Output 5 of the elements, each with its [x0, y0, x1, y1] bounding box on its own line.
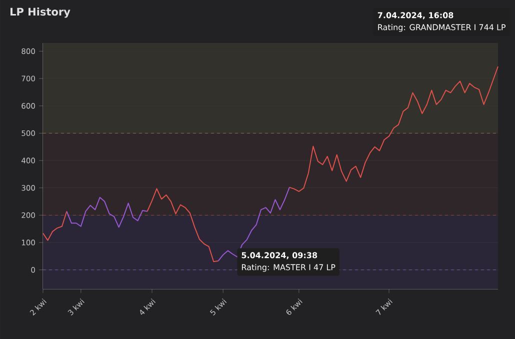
annotation: Rating: MASTER I 47 LP	[242, 264, 336, 272]
text: Rating: GRANDMASTER I 744 LP	[378, 24, 506, 32]
annotation: 5.04.2024, 09:38	[242, 252, 318, 260]
text: 7.04.2024, 16:08	[378, 12, 454, 20]
chart-title: LP History	[10, 8, 70, 18]
